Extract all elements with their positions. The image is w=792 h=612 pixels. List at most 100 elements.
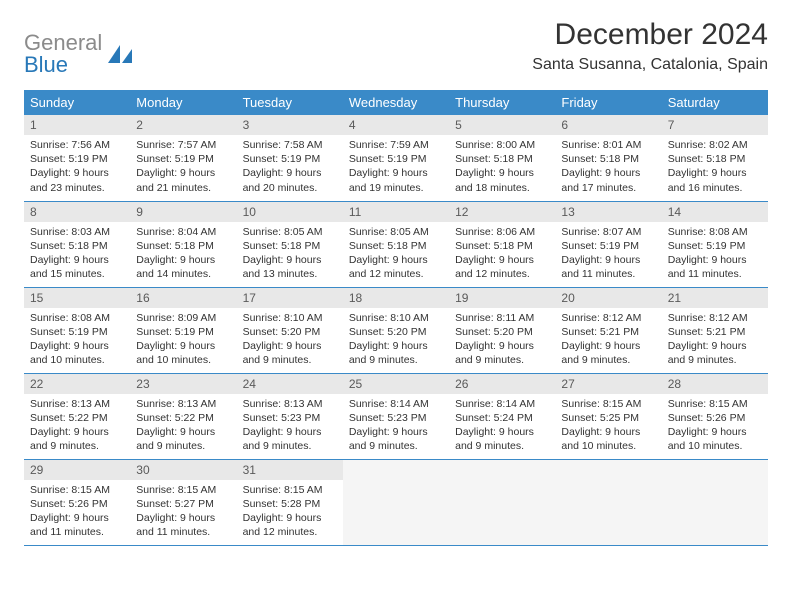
day-number: 5 xyxy=(449,115,555,135)
calendar-cell: 26Sunrise: 8:14 AMSunset: 5:24 PMDayligh… xyxy=(449,373,555,459)
day-number: 26 xyxy=(449,374,555,394)
calendar-cell: 28Sunrise: 8:15 AMSunset: 5:26 PMDayligh… xyxy=(662,373,768,459)
day-number: 15 xyxy=(24,288,130,308)
day-details: Sunrise: 8:05 AMSunset: 5:18 PMDaylight:… xyxy=(343,222,449,287)
day-details: Sunrise: 8:13 AMSunset: 5:23 PMDaylight:… xyxy=(237,394,343,459)
calendar-cell xyxy=(662,459,768,545)
calendar-cell xyxy=(555,459,661,545)
weekday-header: Sunday xyxy=(24,90,130,115)
calendar-cell: 2Sunrise: 7:57 AMSunset: 5:19 PMDaylight… xyxy=(130,115,236,201)
calendar-cell: 10Sunrise: 8:05 AMSunset: 5:18 PMDayligh… xyxy=(237,201,343,287)
day-details: Sunrise: 8:01 AMSunset: 5:18 PMDaylight:… xyxy=(555,135,661,200)
calendar-cell xyxy=(449,459,555,545)
calendar-cell: 15Sunrise: 8:08 AMSunset: 5:19 PMDayligh… xyxy=(24,287,130,373)
day-number: 21 xyxy=(662,288,768,308)
calendar-cell: 5Sunrise: 8:00 AMSunset: 5:18 PMDaylight… xyxy=(449,115,555,201)
calendar-cell: 18Sunrise: 8:10 AMSunset: 5:20 PMDayligh… xyxy=(343,287,449,373)
day-details: Sunrise: 8:13 AMSunset: 5:22 PMDaylight:… xyxy=(130,394,236,459)
day-details: Sunrise: 8:10 AMSunset: 5:20 PMDaylight:… xyxy=(343,308,449,373)
calendar-cell: 6Sunrise: 8:01 AMSunset: 5:18 PMDaylight… xyxy=(555,115,661,201)
location-subtitle: Santa Susanna, Catalonia, Spain xyxy=(532,56,768,74)
day-number: 17 xyxy=(237,288,343,308)
calendar-cell: 12Sunrise: 8:06 AMSunset: 5:18 PMDayligh… xyxy=(449,201,555,287)
weekday-header: Saturday xyxy=(662,90,768,115)
day-details: Sunrise: 8:15 AMSunset: 5:27 PMDaylight:… xyxy=(130,480,236,545)
logo-sail-icon xyxy=(106,43,134,65)
day-details: Sunrise: 8:00 AMSunset: 5:18 PMDaylight:… xyxy=(449,135,555,200)
calendar-cell: 7Sunrise: 8:02 AMSunset: 5:18 PMDaylight… xyxy=(662,115,768,201)
day-number: 9 xyxy=(130,202,236,222)
logo-text: General Blue xyxy=(24,32,102,76)
day-number: 8 xyxy=(24,202,130,222)
calendar-table: SundayMondayTuesdayWednesdayThursdayFrid… xyxy=(24,90,768,546)
calendar-cell: 8Sunrise: 8:03 AMSunset: 5:18 PMDaylight… xyxy=(24,201,130,287)
page-title: December 2024 xyxy=(532,18,768,52)
day-number: 3 xyxy=(237,115,343,135)
calendar-cell: 16Sunrise: 8:09 AMSunset: 5:19 PMDayligh… xyxy=(130,287,236,373)
day-details: Sunrise: 8:04 AMSunset: 5:18 PMDaylight:… xyxy=(130,222,236,287)
calendar-cell: 3Sunrise: 7:58 AMSunset: 5:19 PMDaylight… xyxy=(237,115,343,201)
calendar-cell: 24Sunrise: 8:13 AMSunset: 5:23 PMDayligh… xyxy=(237,373,343,459)
day-number: 13 xyxy=(555,202,661,222)
day-details: Sunrise: 7:57 AMSunset: 5:19 PMDaylight:… xyxy=(130,135,236,200)
day-number: 1 xyxy=(24,115,130,135)
day-details: Sunrise: 8:13 AMSunset: 5:22 PMDaylight:… xyxy=(24,394,130,459)
calendar-cell: 9Sunrise: 8:04 AMSunset: 5:18 PMDaylight… xyxy=(130,201,236,287)
calendar-cell: 14Sunrise: 8:08 AMSunset: 5:19 PMDayligh… xyxy=(662,201,768,287)
day-details: Sunrise: 8:02 AMSunset: 5:18 PMDaylight:… xyxy=(662,135,768,200)
calendar-cell xyxy=(343,459,449,545)
day-number: 22 xyxy=(24,374,130,394)
weekday-header: Tuesday xyxy=(237,90,343,115)
day-number: 16 xyxy=(130,288,236,308)
day-number: 10 xyxy=(237,202,343,222)
calendar-cell: 22Sunrise: 8:13 AMSunset: 5:22 PMDayligh… xyxy=(24,373,130,459)
calendar-cell: 30Sunrise: 8:15 AMSunset: 5:27 PMDayligh… xyxy=(130,459,236,545)
day-details: Sunrise: 8:15 AMSunset: 5:26 PMDaylight:… xyxy=(24,480,130,545)
day-number: 19 xyxy=(449,288,555,308)
weekday-header: Wednesday xyxy=(343,90,449,115)
logo-word-blue: Blue xyxy=(24,52,68,77)
day-number: 31 xyxy=(237,460,343,480)
day-number: 30 xyxy=(130,460,236,480)
day-number: 29 xyxy=(24,460,130,480)
day-details: Sunrise: 7:59 AMSunset: 5:19 PMDaylight:… xyxy=(343,135,449,200)
day-number: 14 xyxy=(662,202,768,222)
day-details: Sunrise: 8:12 AMSunset: 5:21 PMDaylight:… xyxy=(555,308,661,373)
day-details: Sunrise: 8:08 AMSunset: 5:19 PMDaylight:… xyxy=(662,222,768,287)
day-details: Sunrise: 8:06 AMSunset: 5:18 PMDaylight:… xyxy=(449,222,555,287)
calendar-cell: 29Sunrise: 8:15 AMSunset: 5:26 PMDayligh… xyxy=(24,459,130,545)
day-number: 2 xyxy=(130,115,236,135)
calendar-cell: 20Sunrise: 8:12 AMSunset: 5:21 PMDayligh… xyxy=(555,287,661,373)
calendar-cell: 27Sunrise: 8:15 AMSunset: 5:25 PMDayligh… xyxy=(555,373,661,459)
calendar-cell: 1Sunrise: 7:56 AMSunset: 5:19 PMDaylight… xyxy=(24,115,130,201)
day-details: Sunrise: 7:56 AMSunset: 5:19 PMDaylight:… xyxy=(24,135,130,200)
day-details: Sunrise: 8:15 AMSunset: 5:28 PMDaylight:… xyxy=(237,480,343,545)
day-details: Sunrise: 8:05 AMSunset: 5:18 PMDaylight:… xyxy=(237,222,343,287)
day-number: 24 xyxy=(237,374,343,394)
calendar-cell: 23Sunrise: 8:13 AMSunset: 5:22 PMDayligh… xyxy=(130,373,236,459)
day-details: Sunrise: 8:11 AMSunset: 5:20 PMDaylight:… xyxy=(449,308,555,373)
day-number: 11 xyxy=(343,202,449,222)
day-details: Sunrise: 8:15 AMSunset: 5:25 PMDaylight:… xyxy=(555,394,661,459)
day-number: 18 xyxy=(343,288,449,308)
day-number: 20 xyxy=(555,288,661,308)
day-number: 4 xyxy=(343,115,449,135)
weekday-header: Monday xyxy=(130,90,236,115)
day-details: Sunrise: 8:08 AMSunset: 5:19 PMDaylight:… xyxy=(24,308,130,373)
day-details: Sunrise: 8:14 AMSunset: 5:24 PMDaylight:… xyxy=(449,394,555,459)
day-details: Sunrise: 8:07 AMSunset: 5:19 PMDaylight:… xyxy=(555,222,661,287)
day-details: Sunrise: 8:14 AMSunset: 5:23 PMDaylight:… xyxy=(343,394,449,459)
day-details: Sunrise: 8:10 AMSunset: 5:20 PMDaylight:… xyxy=(237,308,343,373)
calendar-cell: 13Sunrise: 8:07 AMSunset: 5:19 PMDayligh… xyxy=(555,201,661,287)
day-number: 7 xyxy=(662,115,768,135)
day-number: 6 xyxy=(555,115,661,135)
day-number: 25 xyxy=(343,374,449,394)
calendar-cell: 21Sunrise: 8:12 AMSunset: 5:21 PMDayligh… xyxy=(662,287,768,373)
day-number: 12 xyxy=(449,202,555,222)
day-details: Sunrise: 7:58 AMSunset: 5:19 PMDaylight:… xyxy=(237,135,343,200)
day-number: 23 xyxy=(130,374,236,394)
weekday-header: Thursday xyxy=(449,90,555,115)
calendar-cell: 19Sunrise: 8:11 AMSunset: 5:20 PMDayligh… xyxy=(449,287,555,373)
day-details: Sunrise: 8:15 AMSunset: 5:26 PMDaylight:… xyxy=(662,394,768,459)
day-details: Sunrise: 8:09 AMSunset: 5:19 PMDaylight:… xyxy=(130,308,236,373)
